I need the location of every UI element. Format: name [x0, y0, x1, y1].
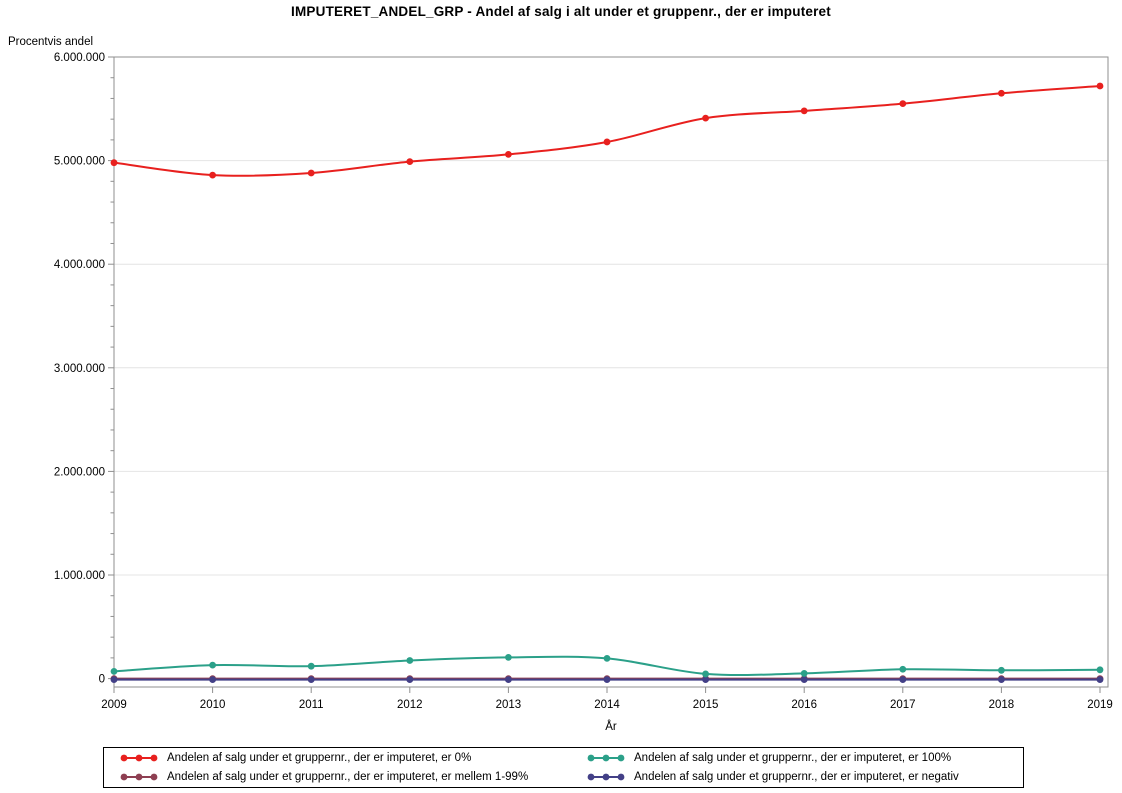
legend-item: Andelen af salg under et gruppernr., der…: [120, 751, 587, 765]
svg-text:2010: 2010: [200, 699, 226, 711]
svg-text:5.000.000: 5.000.000: [54, 156, 105, 168]
svg-text:2009: 2009: [101, 699, 127, 711]
svg-text:2018: 2018: [989, 699, 1015, 711]
svg-text:2013: 2013: [496, 699, 522, 711]
legend-marker-navy-icon: [587, 772, 625, 782]
legend-label: Andelen af salg under et gruppernr., der…: [167, 771, 529, 784]
svg-text:2011: 2011: [299, 699, 324, 711]
svg-text:1.000.000: 1.000.000: [54, 570, 105, 582]
x-axis-title: År: [605, 721, 617, 733]
legend-label: Andelen af salg under et gruppernr., der…: [167, 751, 472, 764]
svg-text:2017: 2017: [890, 699, 916, 711]
svg-text:2015: 2015: [693, 699, 719, 711]
legend-label: Andelen af salg under et gruppernr., der…: [634, 771, 959, 784]
legend: Andelen af salg under et gruppernr., der…: [103, 747, 1024, 788]
svg-text:0: 0: [99, 674, 105, 686]
legend-item: Andelen af salg under et gruppernr., der…: [587, 770, 1023, 784]
chart-title: IMPUTERET_ANDEL_GRP - Andel af salg i al…: [291, 4, 831, 19]
svg-text:2019: 2019: [1087, 699, 1113, 711]
legend-marker-maroon-icon: [120, 772, 158, 782]
legend-marker-teal-icon: [587, 753, 625, 763]
svg-text:4.000.000: 4.000.000: [54, 259, 105, 271]
svg-text:2014: 2014: [594, 699, 620, 711]
svg-text:3.000.000: 3.000.000: [54, 363, 105, 375]
legend-item: Andelen af salg under et gruppernr., der…: [120, 770, 587, 784]
svg-text:2.000.000: 2.000.000: [54, 466, 105, 478]
legend-item: Andelen af salg under et gruppernr., der…: [587, 751, 1023, 765]
svg-text:2016: 2016: [791, 699, 817, 711]
svg-text:6.000.000: 6.000.000: [54, 52, 105, 64]
legend-label: Andelen af salg under et gruppernr., der…: [634, 751, 952, 764]
svg-text:2012: 2012: [397, 699, 423, 711]
legend-marker-red-icon: [120, 753, 158, 763]
y-axis-title: Procentvis andel: [8, 36, 94, 48]
